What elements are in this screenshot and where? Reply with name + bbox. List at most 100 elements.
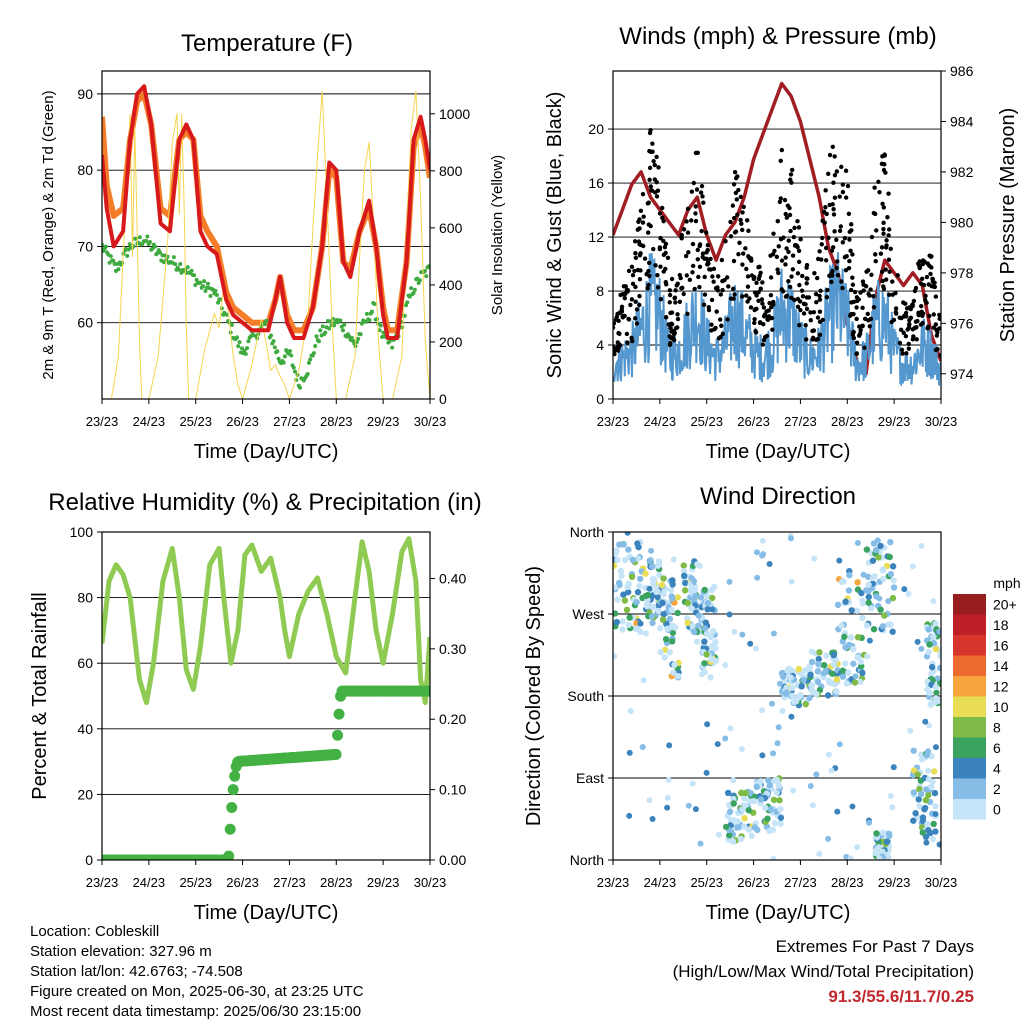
direction-point xyxy=(926,641,933,648)
direction-point xyxy=(925,767,932,774)
dewpoint-point xyxy=(158,250,163,255)
direction-point xyxy=(856,678,864,686)
winds-xlabel: Time (Day/UTC) xyxy=(706,441,851,463)
gust-point xyxy=(863,284,869,289)
direction-point xyxy=(649,603,657,611)
dewpoint-point xyxy=(327,326,332,331)
y-tick-label: 16 xyxy=(588,175,604,191)
gust-point xyxy=(932,284,938,290)
gust-point xyxy=(787,212,793,218)
gust-point xyxy=(753,330,759,335)
x-tick-label: 28/23 xyxy=(831,414,864,429)
direction-point xyxy=(621,556,629,564)
x-tick-label: 23/23 xyxy=(86,414,119,429)
direction-point xyxy=(770,855,777,860)
gust-point xyxy=(708,256,713,262)
y-right-tick-label: 976 xyxy=(950,315,974,331)
dewpoint-point xyxy=(125,253,130,258)
gust-point xyxy=(651,246,656,252)
dewpoint-point xyxy=(272,345,277,350)
gust-point xyxy=(845,183,851,189)
x-tick-label: 29/23 xyxy=(367,875,400,890)
gust-point xyxy=(770,252,776,257)
direction-point xyxy=(865,581,872,588)
direction-point xyxy=(643,603,651,610)
temperature-frame xyxy=(101,70,431,400)
legend-label: 4 xyxy=(993,760,1001,776)
station-location: Location: Cobleskill xyxy=(30,923,160,940)
gust-point xyxy=(787,284,793,290)
direction-point xyxy=(922,796,930,804)
gust-point xyxy=(710,274,715,279)
gust-point xyxy=(851,299,857,305)
direction-point xyxy=(753,645,760,652)
gust-point xyxy=(697,284,702,290)
direction-point xyxy=(648,613,656,620)
gust-point xyxy=(904,351,909,356)
direction-point xyxy=(782,690,789,697)
gust-point xyxy=(903,334,909,339)
direction-point xyxy=(843,680,850,687)
gust-point xyxy=(911,334,916,339)
gust-point xyxy=(714,309,719,314)
gust-point xyxy=(675,281,680,286)
gust-point xyxy=(810,328,815,334)
gust-point xyxy=(771,231,776,236)
gust-point xyxy=(778,236,784,242)
gust-point xyxy=(645,286,650,291)
y-tick-label: 0 xyxy=(596,391,604,407)
gust-point xyxy=(914,337,919,342)
direction-point xyxy=(874,537,881,544)
legend-label: 14 xyxy=(993,658,1009,674)
gust-point xyxy=(747,296,752,301)
gust-point xyxy=(746,254,751,259)
gust-point xyxy=(633,316,638,321)
direction-point xyxy=(859,669,866,677)
direction-point xyxy=(863,587,870,594)
dewpoint-point xyxy=(145,234,150,239)
direction-point xyxy=(613,653,618,660)
gust-point xyxy=(625,340,630,345)
y-right-tick-label: 978 xyxy=(950,265,974,281)
direction-point xyxy=(661,654,668,661)
direction-point xyxy=(714,741,721,748)
legend-swatch xyxy=(953,635,986,656)
gust-point xyxy=(646,282,651,288)
y-tick-label: 8 xyxy=(596,283,604,299)
gust-point xyxy=(629,297,635,302)
direction-point xyxy=(802,700,809,708)
direction-point xyxy=(811,555,818,562)
gust-point xyxy=(876,179,881,185)
y-tick-label: 80 xyxy=(77,162,93,178)
direction-point xyxy=(739,806,746,813)
gust-point xyxy=(779,258,785,263)
gust-point xyxy=(893,306,899,311)
gust-point xyxy=(709,322,714,327)
legend-swatch xyxy=(953,614,986,635)
direction-point xyxy=(634,589,642,596)
gust-point xyxy=(673,300,678,305)
direction-point xyxy=(684,599,692,607)
gust-point xyxy=(784,246,789,251)
gust-point xyxy=(647,165,653,171)
gust-point xyxy=(868,287,873,292)
gust-point xyxy=(635,267,641,273)
gust-point xyxy=(690,263,696,269)
gust-point xyxy=(789,274,794,279)
direction-point xyxy=(847,855,854,860)
gust-point xyxy=(757,264,762,270)
dewpoint-point xyxy=(411,290,416,295)
direction-point xyxy=(873,830,880,837)
gust-point xyxy=(919,276,925,281)
direction-point xyxy=(674,594,681,601)
dewpoint-point xyxy=(202,279,207,284)
gust-point xyxy=(633,250,638,256)
dewpoint-point xyxy=(390,345,395,350)
winds-panel: Winds (mph) & Pressure (mb) 23/23 24/23 25… xyxy=(544,23,1019,463)
gust-point xyxy=(928,271,933,277)
legend-label: 2 xyxy=(993,781,1001,797)
direction-point xyxy=(665,777,672,784)
direction-point xyxy=(742,789,749,797)
direction-point xyxy=(865,599,872,606)
gust-point xyxy=(613,349,617,354)
